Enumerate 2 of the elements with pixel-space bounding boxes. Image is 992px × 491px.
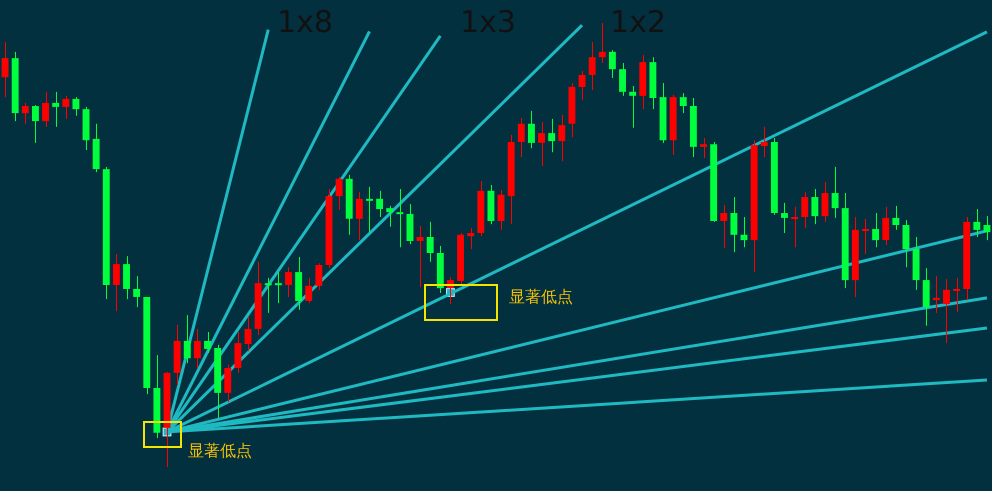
annotation: 显著低点 — [509, 287, 573, 306]
annotation: 显著低点 — [188, 441, 252, 460]
